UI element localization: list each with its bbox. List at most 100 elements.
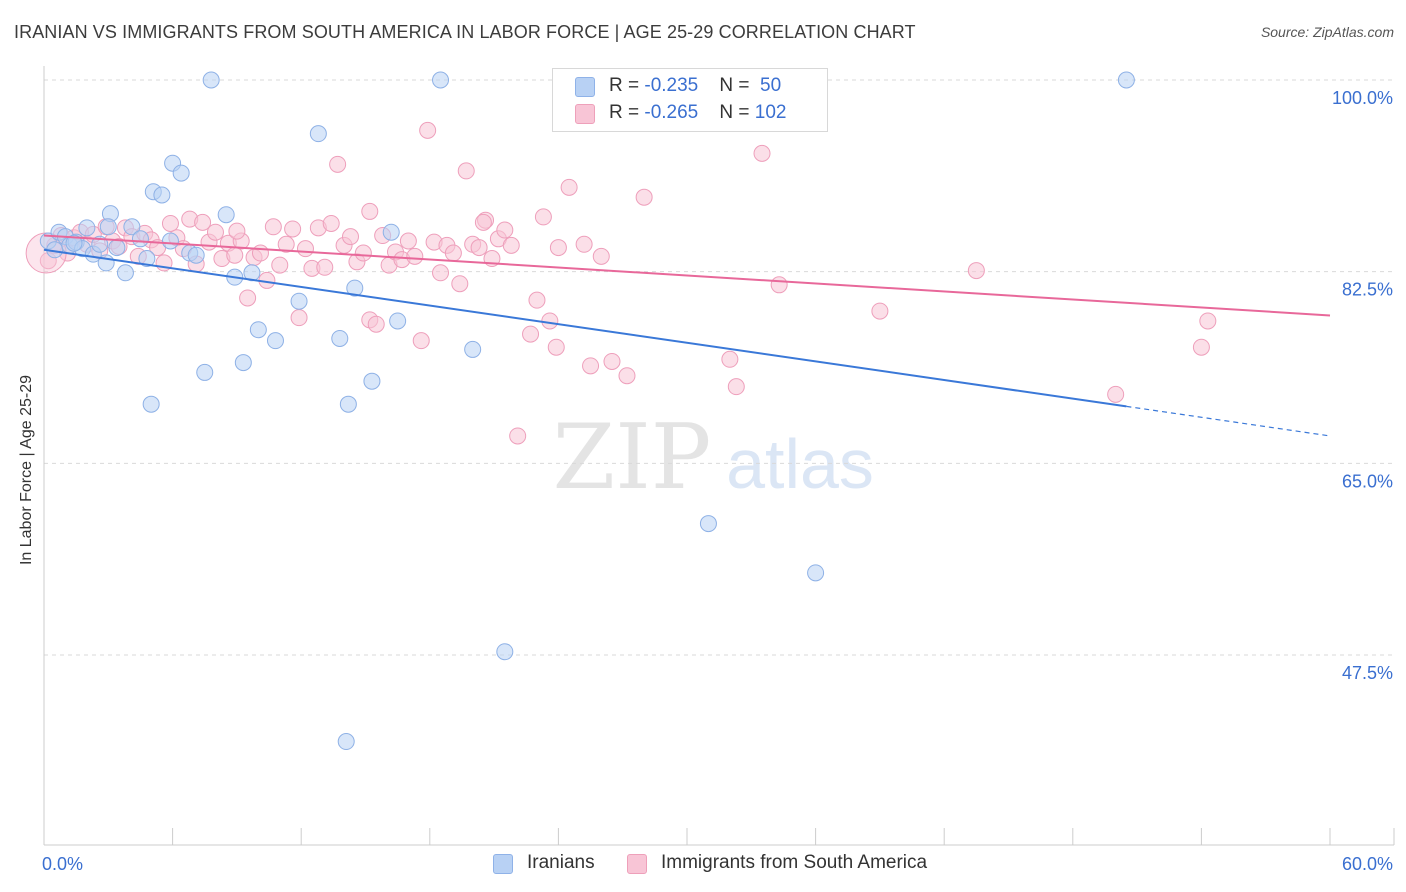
tick-labels: 100.0% 82.5% 65.0% 47.5% 0.0% 60.0% xyxy=(42,88,1393,874)
n-value-immigrants: 102 xyxy=(754,102,787,123)
point-immigrants xyxy=(592,247,610,265)
point-immigrants xyxy=(399,232,417,250)
point-immigrants xyxy=(582,357,600,375)
axes xyxy=(43,66,1395,846)
point-iranians xyxy=(142,395,160,413)
point-immigrants xyxy=(412,332,430,350)
point-immigrants xyxy=(419,121,437,139)
point-immigrants xyxy=(534,208,552,226)
point-immigrants xyxy=(194,213,212,231)
point-immigrants xyxy=(502,236,520,254)
point-immigrants xyxy=(541,312,559,330)
point-iranians xyxy=(249,321,267,339)
trend-line-iranians xyxy=(43,248,1127,408)
point-iranians xyxy=(138,250,156,268)
point-immigrants xyxy=(251,244,269,262)
point-iranians xyxy=(131,230,149,248)
point-iranians xyxy=(161,232,179,250)
trend-line-extension xyxy=(1126,405,1331,437)
point-immigrants xyxy=(1199,312,1217,330)
point-immigrants xyxy=(470,239,488,257)
trend-line-immigrants xyxy=(43,234,1331,317)
point-immigrants xyxy=(474,213,492,231)
point-iranians xyxy=(116,264,134,282)
point-immigrants xyxy=(496,221,514,239)
stats-text-immigrants: R = -0.265 N = 102 xyxy=(609,102,786,124)
point-iranians xyxy=(464,340,482,358)
point-iranians xyxy=(331,329,349,347)
source-credit: Source: ZipAtlas.com xyxy=(1260,24,1394,40)
point-immigrants xyxy=(290,309,308,327)
point-immigrants xyxy=(206,223,224,241)
point-immigrants xyxy=(228,222,246,240)
point-immigrants xyxy=(575,235,593,253)
point-immigrants xyxy=(284,220,302,238)
point-iranians xyxy=(1117,71,1135,89)
point-immigrants xyxy=(1107,385,1125,403)
stats-legend: R = -0.235 N = 50 R = -0.265 N = 102 xyxy=(552,68,828,132)
x-tick-label: 60.0% xyxy=(1342,854,1393,874)
point-immigrants xyxy=(341,228,359,246)
r-label: R = xyxy=(609,102,645,123)
point-immigrants xyxy=(432,264,450,282)
point-immigrants xyxy=(618,367,636,385)
point-iranians xyxy=(363,372,381,390)
point-immigrants xyxy=(444,244,462,262)
legend-swatch-iranians xyxy=(493,854,513,874)
point-iranians xyxy=(382,223,400,241)
point-immigrants xyxy=(296,240,314,258)
point-immigrants xyxy=(967,262,985,280)
r-label: R = xyxy=(609,75,645,96)
point-immigrants xyxy=(226,246,244,264)
point-iranians xyxy=(346,279,364,297)
legend-label-iranians: Iranians xyxy=(527,852,595,873)
point-iranians xyxy=(309,125,327,143)
point-iranians xyxy=(339,395,357,413)
n-label: N = xyxy=(719,102,755,123)
point-immigrants xyxy=(560,178,578,196)
y-tick-label: 65.0% xyxy=(1342,471,1393,491)
point-immigrants xyxy=(451,275,469,293)
legend-swatch-immigrants xyxy=(575,104,595,124)
point-iranians xyxy=(496,643,514,661)
point-immigrants xyxy=(277,235,295,253)
point-iranians xyxy=(123,218,141,236)
point-immigrants xyxy=(367,315,385,333)
point-immigrants xyxy=(871,302,889,320)
series-legend: Iranians Immigrants from South America xyxy=(0,852,1406,878)
point-iranians xyxy=(266,332,284,350)
y-tick-label: 82.5% xyxy=(1342,280,1393,300)
point-immigrants xyxy=(361,202,379,220)
y-tick-label: 47.5% xyxy=(1342,663,1393,683)
point-immigrants xyxy=(322,214,340,232)
point-immigrants xyxy=(354,244,372,262)
point-immigrants xyxy=(316,258,334,276)
point-iranians xyxy=(699,515,717,533)
stats-text-iranians: R = -0.235 N = 50 xyxy=(609,75,781,97)
point-iranians xyxy=(196,363,214,381)
n-label: N = xyxy=(719,75,755,96)
point-immigrants xyxy=(522,325,540,343)
legend-swatch-iranians xyxy=(575,77,595,97)
point-iranians xyxy=(65,234,83,252)
point-immigrants xyxy=(239,289,257,307)
watermark: ZIP atlas xyxy=(553,405,874,510)
point-iranians xyxy=(187,246,205,264)
watermark-atlas: atlas xyxy=(726,425,874,503)
trend-lines xyxy=(43,234,1331,437)
legend-label-immigrants: Immigrants from South America xyxy=(661,852,928,873)
point-immigrants xyxy=(549,239,567,257)
point-immigrants xyxy=(635,188,653,206)
r-value-iranians: -0.235 xyxy=(644,75,699,96)
point-immigrants xyxy=(770,276,788,294)
watermark-zip: ZIP xyxy=(553,405,712,510)
point-iranians xyxy=(172,164,190,182)
point-iranians xyxy=(432,71,450,89)
point-immigrants xyxy=(721,350,739,368)
point-immigrants xyxy=(1192,338,1210,356)
point-immigrants xyxy=(509,427,527,445)
legend-swatch-immigrants xyxy=(627,854,647,874)
point-iranians xyxy=(807,564,825,582)
point-iranians xyxy=(389,312,407,330)
